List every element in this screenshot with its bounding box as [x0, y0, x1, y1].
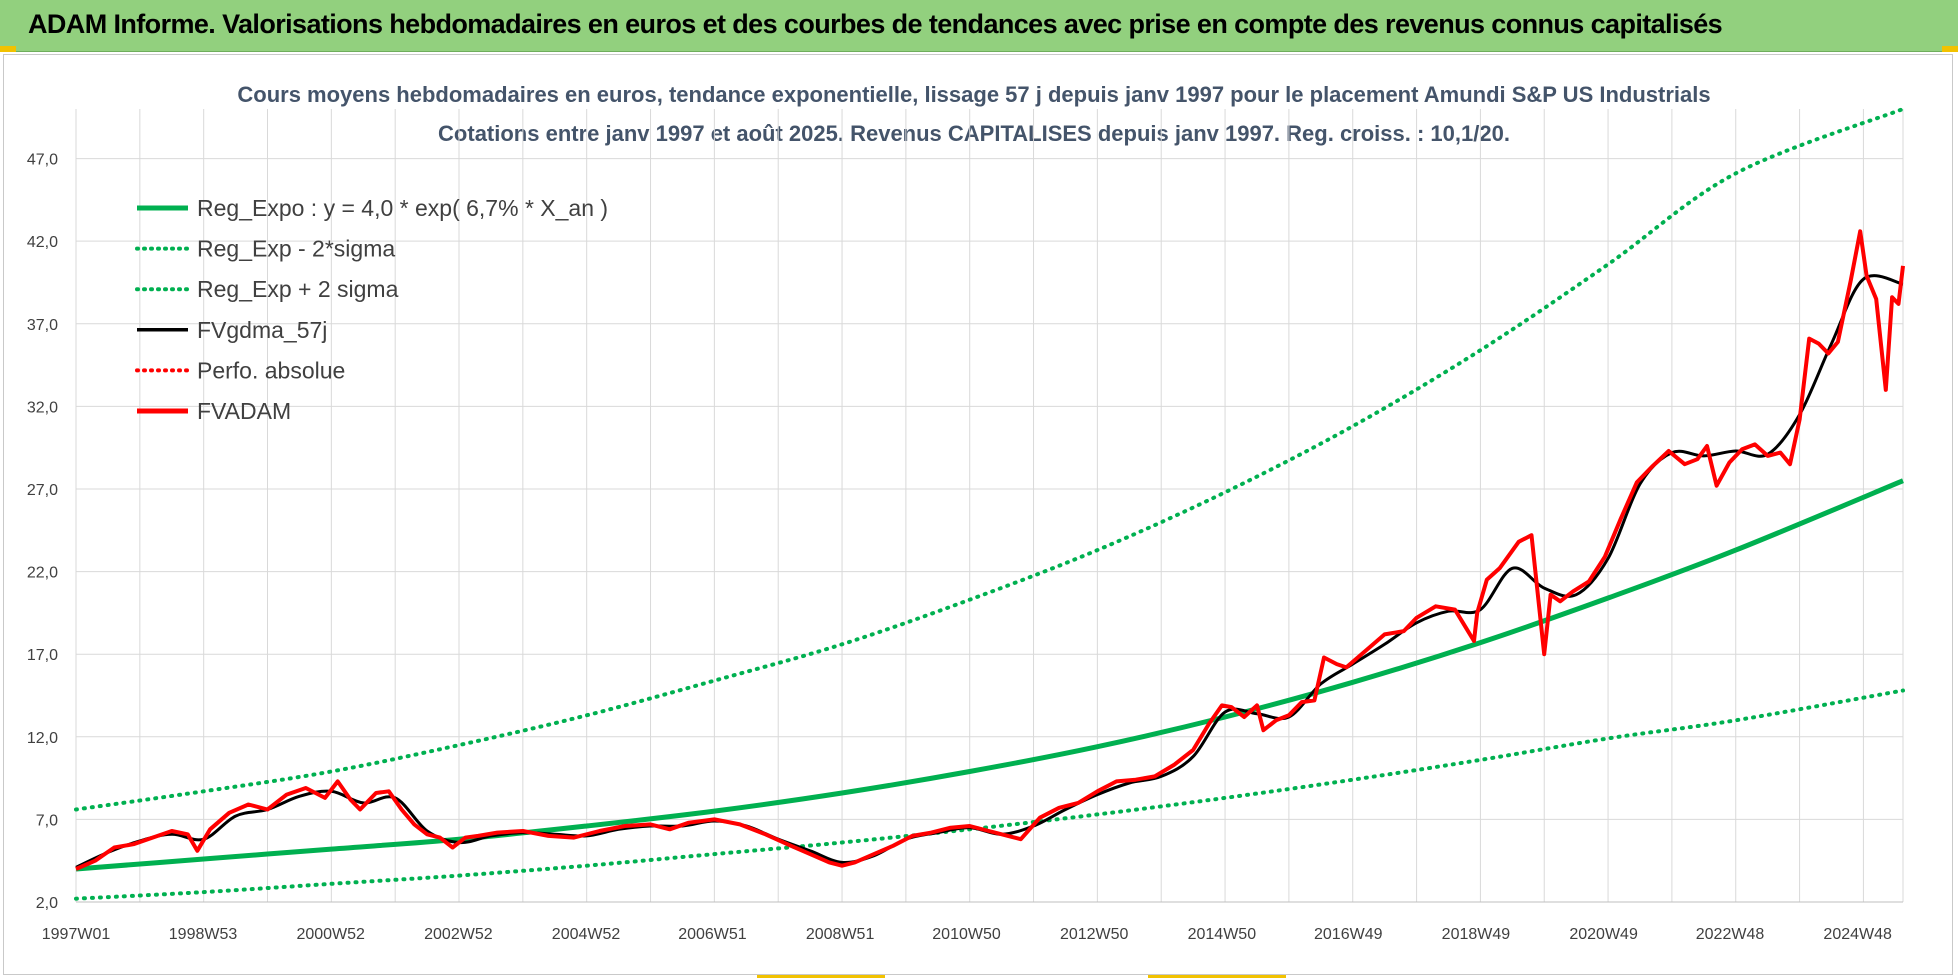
- y-tick-label: 47,0: [27, 152, 58, 169]
- y-axis-labels: 2,0 7,0 12,0 17,0 22,0 27,0 32,0 37,0 42,0 47,0: [27, 152, 58, 912]
- series-reg-expo: [75, 478, 1904, 872]
- x-tick-label: 2016W49: [1314, 926, 1383, 943]
- chart-subtitle: Cotations entre janv 1997 et août 2025. …: [438, 121, 1510, 146]
- x-tick-label: 2012W50: [1060, 926, 1129, 943]
- corner-marker-left: [0, 46, 16, 52]
- series-reg-exp-minus-2sigma: [74, 688, 1905, 901]
- x-tick-label: 2010W50: [932, 926, 1001, 943]
- legend-label: FVgdma_57j: [197, 317, 327, 343]
- legend-label: FVADAM: [197, 398, 291, 424]
- bottom-marker-2: [1148, 975, 1286, 978]
- legend: Reg_Expo : y = 4,0 * exp( 6,7% * X_an ) R…: [135, 195, 608, 424]
- legend-label: Perfo. absolue: [197, 357, 345, 383]
- x-tick-label: 2020W49: [1569, 926, 1638, 943]
- y-tick-label: 37,0: [27, 317, 58, 334]
- x-tick-label: 1998W53: [169, 926, 238, 943]
- series-reg-exp-plus-2sigma: [74, 107, 1905, 812]
- corner-marker-right: [1942, 46, 1958, 52]
- legend-label: Reg_Exp + 2 sigma: [197, 276, 399, 302]
- bottom-marker-1: [757, 975, 885, 978]
- x-tick-label: 2002W52: [424, 926, 493, 943]
- x-tick-label: 2000W52: [296, 926, 365, 943]
- chart-title: Cours moyens hebdomadaires en euros, ten…: [237, 82, 1710, 107]
- x-tick-label: 2004W52: [552, 926, 621, 943]
- y-tick-label: 17,0: [27, 647, 58, 664]
- report-title: ADAM Informe. Valorisations hebdomadaire…: [28, 9, 1723, 39]
- legend-label: Reg_Exp - 2*sigma: [197, 236, 395, 262]
- y-tick-label: 22,0: [27, 565, 58, 582]
- series-layer: [74, 107, 1905, 901]
- chart-frame: [3, 54, 1953, 975]
- x-tick-label: 1997W01: [42, 926, 111, 943]
- x-tick-label: 2022W48: [1696, 926, 1765, 943]
- report-banner: ADAM Informe. Valorisations hebdomadaire…: [0, 0, 1958, 52]
- y-tick-label: 12,0: [27, 730, 58, 747]
- y-tick-label: 42,0: [27, 234, 58, 251]
- y-tick-label: 2,0: [36, 895, 58, 912]
- series-fvadam: [75, 229, 1905, 871]
- y-tick-label: 7,0: [36, 812, 58, 829]
- x-tick-label: 2008W51: [806, 926, 875, 943]
- x-tick-label: 2024W48: [1823, 926, 1892, 943]
- x-tick-label: 2018W49: [1442, 926, 1511, 943]
- x-tick-label: 2006W51: [678, 926, 747, 943]
- y-tick-label: 27,0: [27, 482, 58, 499]
- y-tick-label: 32,0: [27, 399, 58, 416]
- grid-lines: [75, 109, 1904, 903]
- legend-label: Reg_Expo : y = 4,0 * exp( 6,7% * X_an ): [197, 195, 608, 221]
- x-axis-labels: 1997W01 1998W53 2000W52 2002W52 2004W52 2006W…: [42, 926, 1892, 943]
- x-tick-label: 2014W50: [1188, 926, 1257, 943]
